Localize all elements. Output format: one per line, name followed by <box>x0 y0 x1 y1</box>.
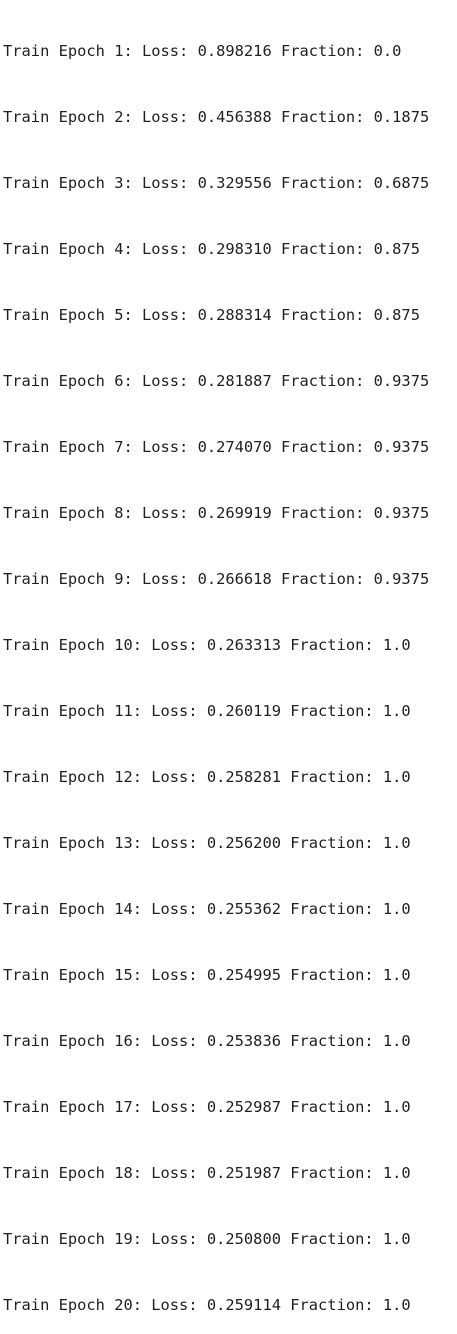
log-line-epoch-16: Train Epoch 16: Loss: 0.253836 Fraction:… <box>3 1032 411 1050</box>
log-line-epoch-7: Train Epoch 7: Loss: 0.274070 Fraction: … <box>3 438 430 456</box>
log-line-epoch-18: Train Epoch 18: Loss: 0.251987 Fraction:… <box>3 1164 411 1182</box>
log-line-epoch-8: Train Epoch 8: Loss: 0.269919 Fraction: … <box>3 504 430 522</box>
log-line-epoch-20: Train Epoch 20: Loss: 0.259114 Fraction:… <box>3 1296 411 1314</box>
log-line-epoch-9: Train Epoch 9: Loss: 0.266618 Fraction: … <box>3 570 430 588</box>
log-line-epoch-12: Train Epoch 12: Loss: 0.258281 Fraction:… <box>3 768 411 786</box>
log-line-epoch-6: Train Epoch 6: Loss: 0.281887 Fraction: … <box>3 372 430 390</box>
training-log-output: Train Epoch 1: Loss: 0.898216 Fraction: … <box>3 0 457 1334</box>
log-line-epoch-10: Train Epoch 10: Loss: 0.263313 Fraction:… <box>3 636 411 654</box>
log-line-epoch-17: Train Epoch 17: Loss: 0.252987 Fraction:… <box>3 1098 411 1116</box>
log-line-epoch-11: Train Epoch 11: Loss: 0.260119 Fraction:… <box>3 702 411 720</box>
log-line-epoch-19: Train Epoch 19: Loss: 0.250800 Fraction:… <box>3 1230 411 1248</box>
log-line-epoch-14: Train Epoch 14: Loss: 0.255362 Fraction:… <box>3 900 411 918</box>
log-line-epoch-3: Train Epoch 3: Loss: 0.329556 Fraction: … <box>3 174 430 192</box>
log-line-epoch-15: Train Epoch 15: Loss: 0.254995 Fraction:… <box>3 966 411 984</box>
log-line-epoch-4: Train Epoch 4: Loss: 0.298310 Fraction: … <box>3 240 420 258</box>
log-line-epoch-13: Train Epoch 13: Loss: 0.256200 Fraction:… <box>3 834 411 852</box>
log-line-epoch-1: Train Epoch 1: Loss: 0.898216 Fraction: … <box>3 42 402 60</box>
log-line-epoch-2: Train Epoch 2: Loss: 0.456388 Fraction: … <box>3 108 430 126</box>
log-line-epoch-5: Train Epoch 5: Loss: 0.288314 Fraction: … <box>3 306 420 324</box>
